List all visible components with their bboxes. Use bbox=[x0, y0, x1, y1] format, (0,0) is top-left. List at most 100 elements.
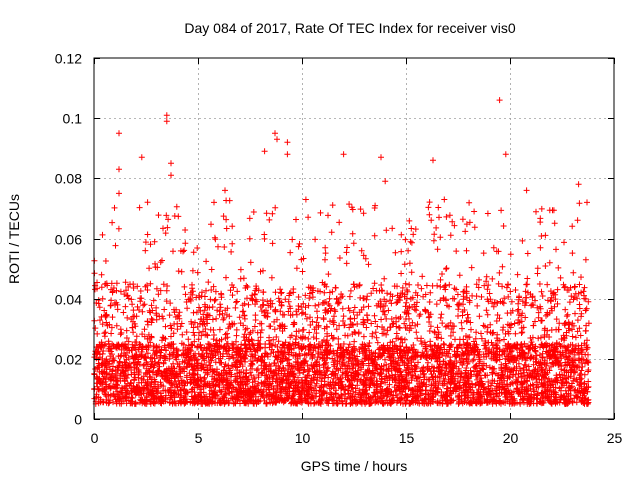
data-point bbox=[427, 323, 434, 330]
data-point bbox=[339, 293, 346, 300]
data-point bbox=[206, 312, 213, 319]
data-point bbox=[146, 373, 153, 380]
data-point bbox=[136, 341, 143, 348]
data-point bbox=[581, 284, 588, 291]
data-point bbox=[515, 300, 522, 307]
data-point bbox=[463, 318, 470, 325]
data-point bbox=[340, 318, 346, 324]
data-point bbox=[133, 333, 140, 340]
data-point bbox=[474, 302, 481, 309]
data-point bbox=[130, 307, 137, 314]
data-point bbox=[232, 304, 239, 311]
data-point bbox=[239, 308, 246, 315]
data-point bbox=[182, 240, 189, 247]
data-point bbox=[322, 250, 329, 257]
data-point bbox=[496, 315, 503, 322]
data-point bbox=[210, 327, 217, 333]
data-point bbox=[127, 379, 134, 386]
data-point bbox=[377, 298, 384, 305]
data-point bbox=[434, 400, 441, 407]
data-point bbox=[561, 239, 567, 246]
data-point bbox=[108, 330, 115, 337]
data-point bbox=[524, 250, 531, 257]
data-point bbox=[213, 315, 220, 322]
data-point bbox=[153, 285, 160, 292]
data-point bbox=[421, 339, 428, 346]
data-point bbox=[396, 325, 403, 331]
data-point bbox=[484, 286, 491, 293]
data-point bbox=[163, 287, 170, 294]
data-point bbox=[209, 316, 216, 323]
data-point bbox=[335, 335, 342, 342]
data-point bbox=[184, 389, 191, 396]
data-point bbox=[140, 302, 147, 309]
data-point bbox=[147, 241, 154, 248]
data-point bbox=[199, 289, 205, 296]
data-point bbox=[556, 399, 563, 406]
data-point bbox=[141, 326, 148, 333]
data-point bbox=[553, 316, 560, 323]
data-point bbox=[279, 311, 286, 318]
data-point bbox=[305, 335, 312, 342]
data-point bbox=[161, 353, 168, 359]
data-point bbox=[451, 222, 458, 229]
data-point bbox=[269, 210, 276, 217]
data-point bbox=[181, 283, 188, 290]
data-point bbox=[484, 311, 491, 318]
data-point bbox=[160, 360, 167, 367]
data-point bbox=[368, 320, 375, 327]
data-point bbox=[295, 243, 302, 250]
data-point bbox=[215, 243, 221, 250]
data-point bbox=[329, 335, 336, 342]
data-point bbox=[571, 294, 578, 301]
data-point bbox=[94, 330, 101, 337]
data-point bbox=[165, 216, 172, 223]
data-point bbox=[398, 335, 405, 342]
data-point bbox=[162, 357, 169, 364]
data-point bbox=[320, 316, 327, 323]
data-point bbox=[360, 252, 367, 259]
data-point bbox=[151, 238, 158, 245]
data-point bbox=[180, 387, 187, 394]
data-point bbox=[207, 296, 214, 303]
data-point bbox=[317, 209, 324, 216]
data-point bbox=[354, 321, 361, 327]
data-point bbox=[358, 247, 365, 254]
data-point bbox=[495, 280, 502, 287]
data-point bbox=[175, 268, 182, 275]
data-point bbox=[269, 400, 276, 407]
data-point bbox=[422, 308, 429, 315]
data-point bbox=[189, 281, 195, 288]
data-point bbox=[225, 362, 232, 369]
data-point bbox=[385, 307, 392, 314]
data-point bbox=[373, 334, 380, 341]
data-point bbox=[192, 380, 199, 387]
data-point bbox=[196, 304, 203, 311]
data-point bbox=[440, 340, 447, 347]
data-point bbox=[299, 268, 306, 275]
data-point bbox=[519, 329, 526, 336]
data-point bbox=[356, 348, 363, 355]
data-point bbox=[370, 285, 377, 292]
data-point bbox=[476, 276, 482, 283]
data-point bbox=[426, 319, 433, 325]
data-point bbox=[187, 379, 194, 386]
data-point bbox=[507, 288, 514, 295]
data-point bbox=[398, 368, 404, 375]
data-point bbox=[139, 308, 146, 315]
data-point bbox=[500, 300, 507, 307]
data-point bbox=[310, 344, 317, 351]
data-point bbox=[314, 314, 321, 321]
data-point bbox=[466, 334, 473, 341]
data-point bbox=[309, 294, 316, 301]
data-point bbox=[398, 248, 405, 255]
data-point bbox=[102, 378, 109, 385]
data-point bbox=[449, 218, 456, 225]
data-point bbox=[523, 294, 530, 301]
data-point bbox=[464, 311, 471, 318]
data-point bbox=[422, 343, 429, 350]
data-point bbox=[402, 280, 409, 287]
data-point bbox=[465, 314, 472, 321]
data-point bbox=[242, 374, 249, 381]
data-point bbox=[501, 295, 508, 302]
